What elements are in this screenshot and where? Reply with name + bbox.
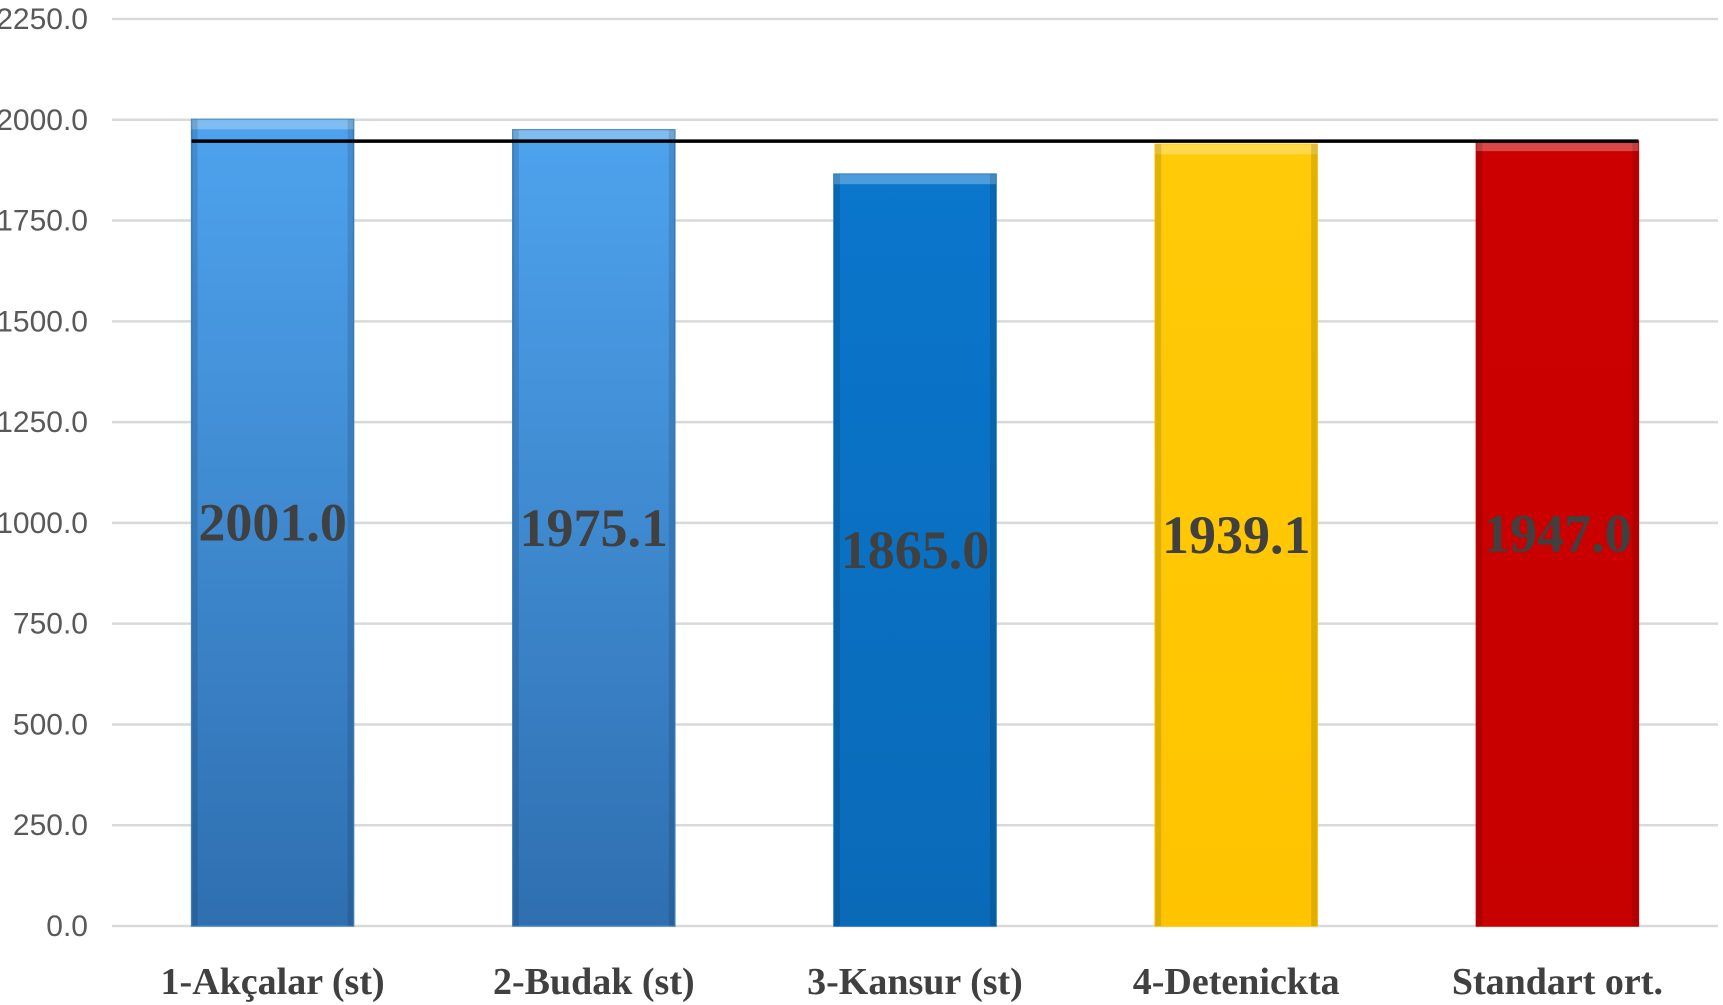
y-tick-label: 1250.0 [0, 406, 88, 439]
y-tick-label: 1750.0 [0, 205, 88, 238]
y-tick-label: 2250.0 [0, 3, 88, 36]
y-tick-label: 2000.0 [0, 104, 88, 137]
bar-edge [1311, 144, 1318, 926]
bar-group [512, 129, 676, 927]
bar-bevel [512, 129, 675, 140]
data-label: 1939.1 [1162, 505, 1311, 565]
bar-edge [347, 119, 354, 927]
data-label: 1947.0 [1483, 504, 1632, 564]
y-tick-label: 1500.0 [0, 305, 88, 338]
x-category-label: 3-Kansur (st) [807, 961, 1023, 1003]
bar-edge [1476, 141, 1483, 926]
bar-group [1475, 140, 1640, 927]
bar-edge [512, 129, 519, 926]
data-label: 1865.0 [841, 520, 990, 580]
x-category-label: 2-Budak (st) [493, 961, 695, 1003]
bar-bevel [834, 174, 996, 185]
data-label: 2001.0 [198, 493, 347, 553]
x-category-label: Standart ort. [1452, 961, 1663, 1003]
bar [190, 118, 355, 927]
data-label: 1975.1 [520, 498, 669, 558]
bar-edge [1155, 144, 1162, 926]
bar-bevel [1155, 144, 1318, 155]
y-tick-label: 0.0 [46, 910, 88, 943]
bar [512, 129, 676, 927]
bar-edge [834, 174, 840, 927]
x-category-label: 4-Detenickta [1133, 961, 1340, 1003]
bar-group [833, 173, 997, 927]
y-tick-label: 750.0 [13, 608, 88, 641]
bar [1154, 143, 1318, 927]
bar-bevel [1476, 141, 1639, 152]
bar [833, 173, 997, 927]
y-tick-label: 250.0 [13, 809, 88, 842]
y-tick-label: 1000.0 [0, 507, 88, 540]
y-tick-label: 500.0 [13, 708, 88, 741]
bar-edge [1632, 141, 1639, 926]
bar-edge [191, 119, 198, 927]
x-category-label: 1-Akçalar (st) [161, 961, 385, 1003]
bar-group [1154, 143, 1318, 927]
bar [1475, 140, 1640, 927]
bar-edge [990, 174, 996, 927]
bar-edge [668, 129, 675, 926]
bar-bevel [191, 119, 354, 130]
bar-group [190, 118, 355, 927]
